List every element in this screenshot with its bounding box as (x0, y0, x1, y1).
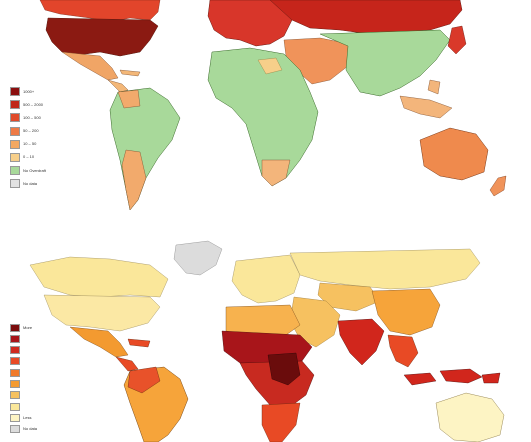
legend-top-item: 50 – 200 (10, 126, 46, 137)
region-usa (43, 294, 161, 332)
legend-top-label: 500 – 2000 (23, 101, 44, 107)
map-top-svg (39, 0, 507, 211)
legend-bottom-item (10, 379, 37, 388)
legend-top-label: No data (23, 180, 38, 186)
legend-top-swatch (10, 113, 20, 123)
legend-top-item: 500 – 2000 (10, 99, 46, 110)
region-usa (45, 17, 159, 57)
legend-bottom-swatch (10, 413, 20, 422)
map-bottom-svg (29, 240, 505, 442)
legend-bottom-swatch (10, 368, 20, 377)
legend-bottom-swatch (10, 391, 20, 400)
legend-top-swatch (10, 100, 20, 110)
region-east-africa (267, 352, 301, 386)
region-south-america (109, 87, 181, 211)
legend-bottom-swatch (10, 334, 20, 343)
region-south-africa (261, 159, 291, 187)
region-mexico (69, 326, 129, 358)
region-japan (447, 25, 467, 55)
legend-bottom-item (10, 357, 37, 366)
region-new-zealand (489, 175, 507, 197)
legend-top-item: 100 – 500 (10, 112, 46, 123)
region-sahara-strip (257, 57, 283, 75)
region-se-asia (399, 79, 453, 119)
legend-top: 1000+ 500 – 2000 100 – 500 50 – 200 10 – 50 0… (10, 86, 46, 192)
legend-top-item: 1000+ (10, 86, 46, 97)
region-central-america (115, 338, 151, 372)
region-south-america-south (117, 89, 147, 211)
legend-top-label: 10 – 50 (23, 141, 37, 147)
legend-bottom-swatch (10, 357, 20, 366)
legend-top-label: 0 – 10 (23, 154, 35, 160)
legend-bottom-item (10, 391, 37, 400)
legend-bottom-label: Less (23, 414, 32, 420)
legend-bottom-item (10, 402, 37, 411)
legend-bottom-swatch (10, 425, 20, 434)
legend-bottom-label: No data (23, 426, 38, 432)
legend-bottom-item (10, 346, 37, 355)
legend-bottom-item: Less (10, 413, 37, 422)
world-map-top (0, 0, 531, 215)
region-sahel (221, 330, 313, 366)
legend-top-swatch (10, 139, 20, 149)
region-central-america (107, 69, 141, 93)
region-australia (419, 127, 489, 181)
legend-bottom-swatch (10, 379, 20, 388)
region-se-asia (387, 334, 419, 368)
region-russia (269, 0, 463, 35)
region-china (371, 288, 441, 336)
legend-bottom-label: More (23, 324, 33, 330)
legend-bottom: More Less No data (10, 323, 37, 436)
region-mexico (61, 51, 119, 81)
region-india (337, 318, 385, 366)
legend-bottom-item (10, 334, 37, 343)
region-greenland (173, 240, 223, 276)
legend-top-label: 1000+ (23, 88, 35, 94)
region-canada (29, 256, 169, 298)
legend-top-swatch (10, 87, 20, 96)
region-australia (435, 392, 505, 442)
legend-top-swatch (10, 152, 20, 162)
legend-bottom-item: More (10, 323, 37, 332)
legend-bottom-swatch (10, 323, 20, 332)
legend-top-item: 0 – 10 (10, 152, 46, 163)
legend-top-item: No Overdraft (10, 165, 46, 176)
legend-bottom-item (10, 368, 37, 377)
legend-top-label: 100 – 500 (23, 114, 41, 120)
region-asia (319, 29, 451, 97)
region-central-asia (317, 282, 381, 312)
region-southern-africa (261, 402, 301, 442)
region-south-america-north (127, 366, 161, 394)
legend-bottom-item: No data (10, 425, 37, 434)
region-russia (289, 248, 481, 290)
legend-top-label: 50 – 200 (23, 128, 39, 134)
legend-bottom-swatch (10, 402, 20, 411)
legend-top-swatch (10, 166, 20, 176)
region-europe (231, 254, 301, 304)
world-map-bottom (0, 235, 531, 442)
legend-top-swatch (10, 126, 20, 136)
legend-bottom-swatch (10, 346, 20, 355)
region-indonesia (403, 368, 501, 386)
legend-top-item: No data (10, 178, 46, 189)
legend-top-swatch (10, 179, 20, 189)
legend-top-item: 10 – 50 (10, 139, 46, 150)
legend-top-label: No Overdraft (23, 167, 46, 173)
